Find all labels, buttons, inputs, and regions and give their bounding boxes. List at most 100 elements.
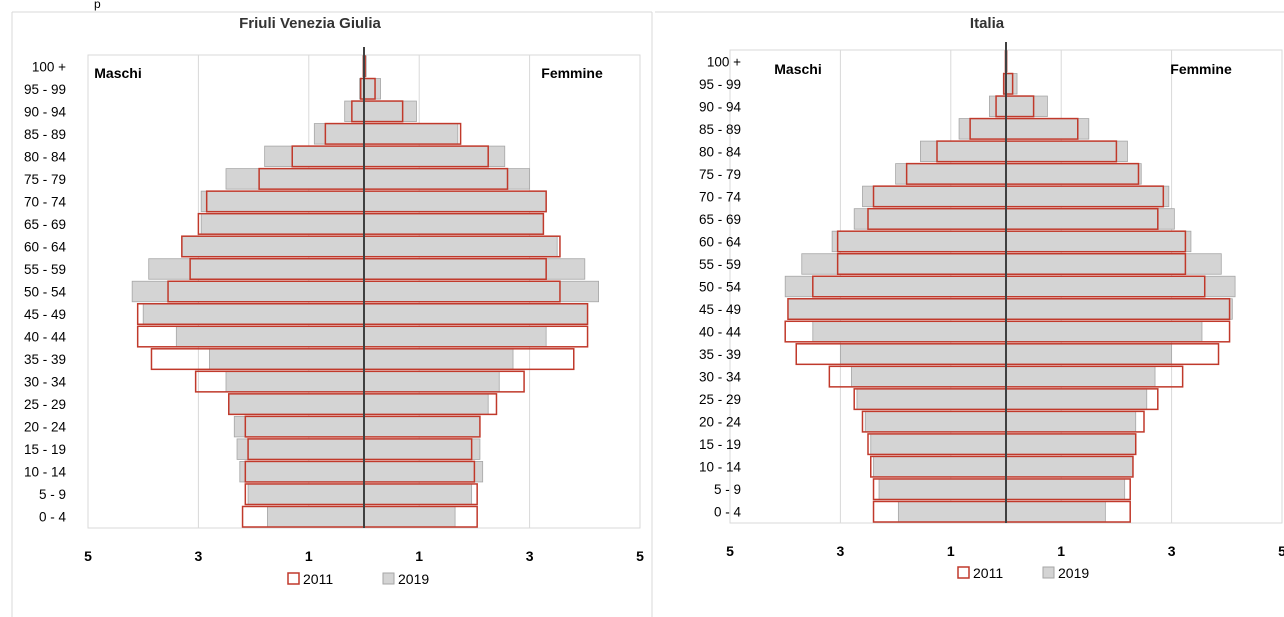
bar-2019-maschi: [344, 100, 365, 122]
category-label: 80 - 84: [24, 149, 67, 164]
bar-2019-femmine: [1005, 320, 1203, 343]
label-femmine: Femmine: [1170, 61, 1232, 77]
bar-2019-maschi: [266, 506, 365, 528]
bar-2019-maschi: [897, 501, 1007, 523]
header-fragment: p: [94, 0, 101, 11]
bar-2019-maschi: [801, 253, 1007, 275]
category-label: 30 - 34: [699, 370, 742, 385]
bar-2019-femmine: [363, 213, 544, 235]
legend-label-2019: 2019: [1058, 565, 1089, 581]
bar-2019-femmine: [363, 461, 484, 483]
bar-2019-maschi: [228, 393, 365, 415]
category-label: 40 - 44: [699, 325, 742, 340]
category-label: 35 - 39: [24, 352, 66, 367]
category-label: 80 - 84: [699, 144, 742, 159]
bar-2019-femmine: [363, 168, 531, 190]
legend-swatch-2011: [957, 566, 970, 579]
bar-2019-femmine: [363, 325, 547, 348]
category-label: 100 +: [32, 59, 66, 74]
x-tick-label: 1: [1057, 543, 1065, 559]
bar-2019-femmine: [363, 78, 381, 100]
label-femmine: Femmine: [541, 65, 603, 81]
category-label: 55 - 59: [699, 257, 741, 272]
category-label: 65 - 69: [24, 217, 66, 232]
category-label: 25 - 29: [24, 397, 66, 412]
category-label: 100 +: [707, 54, 741, 69]
bar-2019-femmine: [1005, 456, 1134, 478]
bar-2019-maschi: [784, 275, 1007, 298]
x-tick-label: 3: [526, 548, 534, 564]
bar-2019-maschi: [209, 348, 365, 370]
bar-2019-femmine: [1005, 433, 1137, 455]
bar-2019-femmine: [1005, 298, 1233, 320]
category-label: 65 - 69: [699, 212, 741, 227]
bar-2019-maschi: [851, 365, 1007, 388]
bar-2019-maschi: [895, 163, 1007, 185]
bar-2019-maschi: [175, 325, 365, 348]
category-label: 20 - 24: [699, 415, 742, 430]
bar-2019-femmine: [363, 280, 600, 303]
bar-2019-maschi: [131, 280, 365, 303]
bar-2019-maschi: [181, 235, 365, 258]
x-tick-label: 5: [1278, 543, 1284, 559]
category-label: 10 - 14: [24, 465, 67, 480]
bar-2019-femmine: [1005, 410, 1137, 433]
legend-swatch-2011: [287, 572, 300, 585]
bar-2019-femmine: [1005, 95, 1048, 117]
bar-2019-femmine: [1005, 163, 1142, 185]
bar-2019-maschi: [142, 303, 365, 325]
x-tick-label: 1: [947, 543, 955, 559]
legend-label-2011: 2011: [973, 565, 1003, 581]
chart-title: Italia: [970, 15, 1005, 32]
bar-2019-maschi: [264, 145, 365, 168]
category-label: 15 - 19: [24, 442, 66, 457]
bar-2019-femmine: [1005, 253, 1222, 275]
bar-2019-maschi: [225, 168, 365, 190]
category-label: 95 - 99: [24, 82, 66, 97]
bar-2019-femmine: [1005, 230, 1192, 253]
bar-2019-maschi: [989, 95, 1007, 117]
bar-2019-femmine: [1005, 73, 1018, 95]
category-label: 70 - 74: [699, 189, 742, 204]
legend-swatch-2019: [382, 572, 395, 585]
bar-2019-femmine: [363, 483, 473, 505]
category-label: 0 - 4: [714, 505, 742, 520]
category-label: 90 - 94: [24, 104, 67, 119]
x-tick-label: 3: [1168, 543, 1176, 559]
category-label: 5 - 9: [714, 482, 741, 497]
category-label: 75 - 79: [699, 167, 741, 182]
x-tick-label: 5: [726, 543, 734, 559]
category-label: 95 - 99: [699, 77, 741, 92]
bar-2019-maschi: [920, 140, 1007, 163]
category-label: 50 - 54: [24, 285, 67, 300]
bar-2019-femmine: [363, 100, 417, 122]
bar-2019-femmine: [1005, 501, 1106, 523]
chart-title: Friuli Venezia Giulia: [239, 15, 381, 32]
bar-2019-maschi: [873, 456, 1007, 478]
category-label: 25 - 29: [699, 392, 741, 407]
bar-2019-maschi: [313, 123, 365, 145]
bar-2019-maschi: [856, 388, 1007, 410]
legend-label-2019: 2019: [398, 571, 429, 587]
legend-swatch-2019: [1042, 566, 1055, 579]
category-label: 50 - 54: [699, 280, 742, 295]
category-label: 20 - 24: [24, 420, 67, 435]
category-label: 40 - 44: [24, 330, 67, 345]
bar-2019-maschi: [239, 461, 365, 483]
bar-2019-femmine: [1005, 478, 1126, 500]
category-label: 15 - 19: [699, 437, 741, 452]
x-tick-label: 5: [84, 548, 92, 564]
bar-2019-femmine: [1005, 208, 1175, 230]
bar-2019-maschi: [200, 213, 365, 235]
bar-2019-maschi: [787, 298, 1007, 320]
bar-2019-maschi: [148, 258, 365, 280]
bar-2019-maschi: [233, 415, 365, 438]
bar-2019-femmine: [1005, 118, 1090, 140]
bar-2019-femmine: [363, 123, 459, 145]
category-label: 90 - 94: [699, 99, 742, 114]
category-label: 45 - 49: [24, 307, 66, 322]
x-tick-label: 3: [837, 543, 845, 559]
category-label: 60 - 64: [699, 234, 742, 249]
category-label: 10 - 14: [699, 460, 742, 475]
